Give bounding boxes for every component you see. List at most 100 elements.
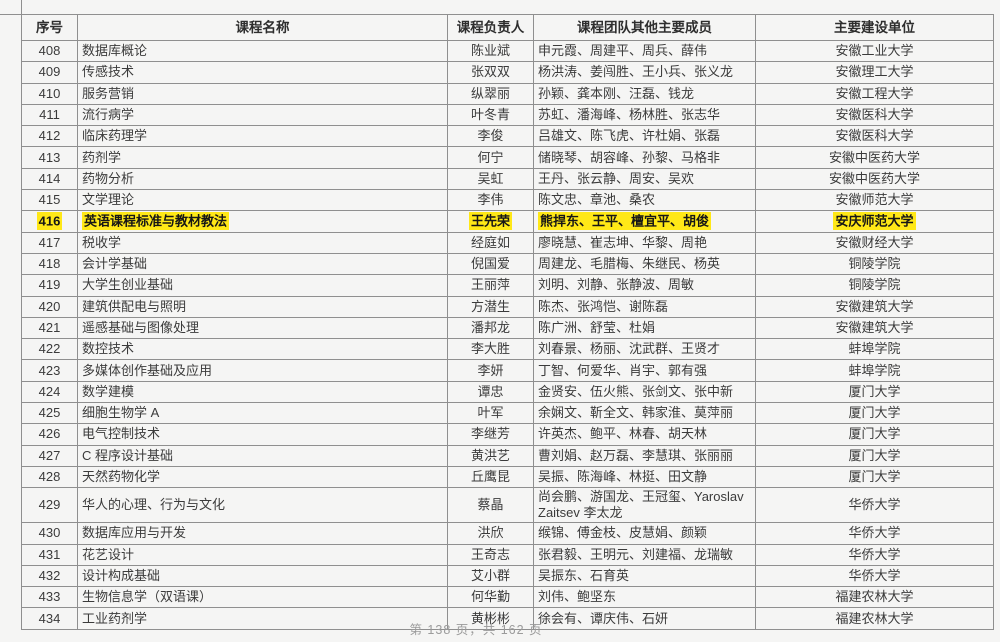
courses-table: 序号 课程名称 课程负责人 课程团队其他主要成员 主要建设单位 408 数据库概论 陈业斌 申…: [21, 14, 994, 630]
course-name-cell-text: 数据库概论: [82, 43, 148, 59]
course-name-cell-text: 临床药理学: [82, 128, 148, 144]
table-row: 430 数据库应用与开发 洪欣 缑锦、傅金枝、皮慧娟、颜颖 华侨大学: [21, 522, 994, 545]
course-leader-cell-text: 张双双: [470, 64, 510, 80]
course-name-cell-text: 遥感基础与图像处理: [82, 320, 200, 335]
table-row: 423 多媒体创作基础及应用 李妍 丁智、何爱华、肖宇、郭有强 蚌埠学院: [21, 359, 994, 382]
team-members-cell-text: 张君毅、王明元、刘建福、龙瑞敏: [538, 546, 734, 562]
team-members-cell-text: 孙颖、龚本刚、汪磊、钱龙: [538, 85, 695, 101]
team-members-cell-text: 吕雄文、陈飞虎、许杜娟、张磊: [538, 128, 721, 144]
course-name-cell-text: 税收学: [82, 234, 122, 250]
row-number-cell-text: 421: [38, 320, 61, 335]
row-number-cell: 425: [21, 402, 78, 425]
course-leader-cell-text: 李继芳: [470, 426, 510, 442]
course-leader-cell-text: 何华勤: [470, 589, 510, 605]
table-row: 411 流行病学 叶冬青 苏虹、潘海峰、杨林胜、张志华 安徽医科大学: [21, 103, 994, 127]
course-name-cell: 花艺设计: [77, 543, 448, 566]
header-col-course-name: 课程名称: [77, 14, 448, 41]
build-unit-cell-text: 安徽中医药大学: [828, 149, 920, 165]
row-number-cell-text: 409: [38, 64, 61, 80]
header-row: 序号 课程名称 课程负责人 课程团队其他主要成员 主要建设单位: [21, 14, 994, 41]
build-unit-cell-text: 安庆师范大学: [833, 212, 916, 231]
row-number-cell-text: 426: [38, 426, 61, 442]
course-leader-cell-text: 王先荣: [468, 212, 512, 231]
course-name-cell-text: 电气控制技术: [82, 426, 161, 442]
build-unit-cell: 厦门大学: [755, 465, 994, 489]
course-leader-cell-text: 吴虹: [477, 170, 504, 186]
team-members-cell: 徐会有、谭庆伟、石妍: [533, 607, 756, 630]
course-name-cell-text: 建筑供配电与照明: [82, 298, 187, 314]
row-number-cell: 430: [21, 522, 78, 545]
course-leader-cell: 艾小群: [447, 564, 534, 588]
table-row: 413 药剂学 何宁 储晓琴、胡容峰、孙黎、马格非 安徽中医药大学: [21, 146, 994, 169]
team-members-cell: 陈杰、张鸿恺、谢陈磊: [533, 295, 756, 318]
build-unit-cell: 安徽工程大学: [755, 82, 994, 105]
team-members-cell-text: 陈广洲、舒莹、杜娟: [538, 320, 656, 335]
row-number-cell: 408: [21, 39, 78, 63]
course-leader-cell-text: 倪国爱: [470, 256, 510, 272]
course-leader-cell: 叶军: [447, 402, 534, 425]
course-name-cell-text: 数据库应用与开发: [82, 525, 187, 541]
row-number-cell: 431: [21, 543, 78, 566]
team-members-cell: 苏虹、潘海峰、杨林胜、张志华: [533, 103, 756, 127]
course-leader-cell: 洪欣: [447, 522, 534, 545]
row-number-cell: 416: [21, 210, 78, 233]
row-number-cell-text: 418: [38, 256, 61, 272]
row-number-cell: 421: [21, 316, 78, 340]
team-members-cell: 申元霞、周建平、周兵、薛伟: [533, 39, 756, 63]
course-leader-cell: 叶冬青: [447, 103, 534, 127]
course-leader-cell-text: 丘鹰昆: [470, 469, 510, 485]
team-members-cell-text: 熊捍东、王平、檀宜平、胡俊: [538, 212, 712, 231]
course-leader-cell-text: 经庭如: [470, 234, 510, 250]
table-row: 414 药物分析 吴虹 王丹、张云静、周安、吴欢 安徽中医药大学: [21, 167, 994, 191]
row-number-cell: 409: [21, 61, 78, 84]
team-members-cell: 刘伟、鲍坚东: [533, 586, 756, 609]
team-members-cell-text: 刘春景、杨丽、沈武群、王贤才: [538, 341, 721, 357]
team-members-cell-text: 陈文忠、章池、桑农: [538, 192, 656, 208]
course-name-cell: 传感技术: [77, 61, 448, 84]
build-unit-cell-text: 厦门大学: [848, 405, 901, 421]
row-number-cell-text: 422: [38, 341, 61, 357]
team-members-cell: 许英杰、鲍平、林春、胡天林: [533, 423, 756, 446]
table-row: 431 花艺设计 王奇志 张君毅、王明元、刘建福、龙瑞敏 华侨大学: [21, 543, 994, 566]
row-number-cell-text: 429: [38, 497, 61, 513]
course-name-cell: 会计学基础: [77, 252, 448, 276]
course-name-cell-text: 药物分析: [82, 170, 135, 186]
team-members-cell: 储晓琴、胡容峰、孙黎、马格非: [533, 146, 756, 169]
build-unit-cell: 蚌埠学院: [755, 359, 994, 382]
table-row: 415 文学理论 李伟 陈文忠、章池、桑农 安徽师范大学: [21, 189, 994, 212]
course-leader-cell-text: 潘邦龙: [470, 320, 510, 335]
row-number-cell: 428: [21, 465, 78, 489]
team-members-cell: 张君毅、王明元、刘建福、龙瑞敏: [533, 543, 756, 566]
table-row: 424 数学建模 谭忠 金贤安、伍火熊、张剑文、张中新 厦门大学: [21, 380, 994, 404]
build-unit-cell: 安徽中医药大学: [755, 167, 994, 191]
build-unit-cell: 福建农林大学: [755, 607, 994, 630]
course-leader-cell-text: 陈业斌: [470, 43, 510, 59]
team-members-cell: 杨洪涛、姜闯胜、王小兵、张义龙: [533, 61, 756, 84]
build-unit-cell-text: 厦门大学: [848, 383, 901, 399]
build-unit-cell: 厦门大学: [755, 423, 994, 446]
row-number-cell-text: 416: [36, 212, 63, 231]
team-members-cell-text: 曹刘娟、赵万磊、李慧琪、张丽丽: [538, 447, 734, 463]
build-unit-cell: 铜陵学院: [755, 274, 994, 297]
course-leader-cell-text: 王丽萍: [470, 277, 510, 293]
team-members-cell: 陈广洲、舒莹、杜娟: [533, 316, 756, 340]
row-number-cell: 434: [21, 607, 78, 630]
team-members-cell-text: 吴振东、石育英: [538, 567, 630, 583]
team-members-cell-text: 许英杰、鲍平、林春、胡天林: [538, 426, 708, 442]
course-name-cell: 药物分析: [77, 167, 448, 191]
course-name-cell: 天然药物化学: [77, 465, 448, 489]
team-members-cell-text: 刘伟、鲍坚东: [538, 589, 617, 605]
row-number-cell: 411: [21, 103, 78, 127]
row-number-cell-text: 419: [38, 277, 61, 293]
build-unit-cell-text: 安徽师范大学: [835, 192, 914, 208]
course-name-cell: 数控技术: [77, 338, 448, 361]
course-name-cell: 英语课程标准与教材教法: [77, 210, 448, 233]
course-leader-cell: 何华勤: [447, 586, 534, 609]
course-leader-cell-text: 叶军: [477, 405, 504, 421]
course-name-cell-text: 大学生创业基础: [82, 277, 174, 293]
course-name-cell: 电气控制技术: [77, 423, 448, 446]
header-col-course-leader: 课程负责人: [447, 14, 534, 41]
team-members-cell-text: 廖晓慧、崔志坤、华黎、周艳: [538, 234, 708, 250]
course-name-cell-text: 服务营销: [82, 85, 135, 101]
row-number-cell-text: 412: [38, 128, 61, 144]
